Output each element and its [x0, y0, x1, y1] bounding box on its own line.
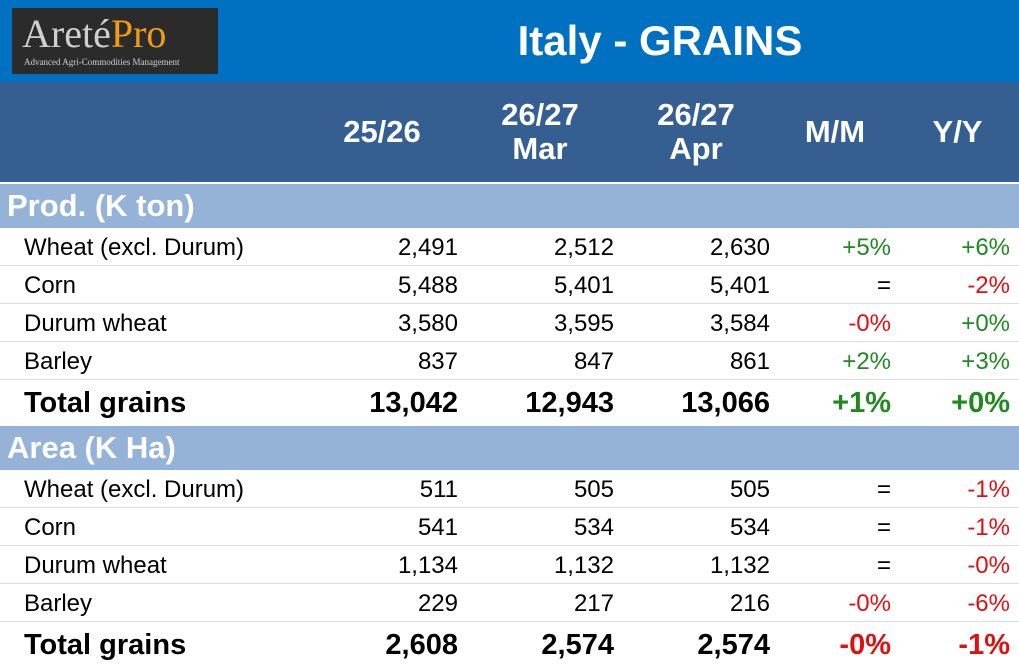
cell-mm: =	[876, 552, 891, 579]
row-label: Corn	[24, 272, 77, 299]
cell-2526: 13,042	[369, 387, 458, 419]
cell-mm: =	[876, 514, 891, 541]
page-title: Italy - GRAINS	[517, 17, 803, 64]
cell-2627-apr: 5,401	[709, 272, 770, 299]
section-header: Prod. (K ton)	[0, 184, 1019, 228]
cell-2627-mar: 5,401	[553, 272, 614, 299]
cell-mm: =	[876, 476, 891, 503]
cell-2627-apr: 1,132	[709, 552, 770, 579]
table-row: Corn 541 534 534 = -1%	[0, 509, 1019, 546]
section-header: Area (K Ha)	[0, 426, 1019, 470]
cell-yy: -2%	[967, 272, 1010, 299]
col-header-2627-mar: 26/27 Mar	[501, 97, 579, 166]
col-header-yy: Y/Y	[932, 114, 983, 149]
cell-2526: 1,134	[397, 552, 458, 579]
table-row: Durum wheat 3,580 3,595 3,584 -0% +0%	[0, 305, 1019, 342]
cell-2627-mar: 2,512	[553, 234, 614, 261]
cell-yy: -0%	[967, 552, 1010, 579]
cell-2627-apr: 861	[729, 348, 770, 375]
column-header-bar: 25/26 26/27 Mar 26/27 Apr M/M Y/Y	[0, 82, 1019, 182]
cell-2526: 2,608	[385, 629, 458, 661]
cell-yy: +6%	[961, 234, 1010, 261]
table-row: Durum wheat 1,134 1,132 1,132 = -0%	[0, 547, 1019, 584]
cell-mm: +2%	[842, 348, 891, 375]
cell-2627-apr: 216	[729, 590, 770, 617]
row-label: Durum wheat	[24, 310, 167, 337]
cell-2627-mar: 1,132	[553, 552, 614, 579]
table-row: Barley 229 217 216 -0% -6%	[0, 585, 1019, 622]
title-bar: AretéPro Advanced Agri-Commodities Manag…	[0, 0, 1019, 82]
cell-2526: 3,580	[397, 310, 458, 337]
cell-2526: 511	[419, 476, 458, 503]
row-label: Corn	[24, 514, 77, 541]
table-row: Barley 837 847 861 +2% +3%	[0, 343, 1019, 380]
cell-2526: 541	[417, 514, 458, 541]
cell-yy: -1%	[958, 629, 1010, 661]
cell-yy: +0%	[961, 310, 1010, 337]
cell-2627-mar: 847	[573, 348, 614, 375]
cell-mm: -0%	[848, 310, 891, 337]
logo-brand-accent: Pro	[110, 11, 167, 56]
total-row: Total grains 13,042 12,943 13,066 +1% +0%	[0, 381, 1019, 425]
cell-2627-mar: 217	[573, 590, 614, 617]
cell-mm: -0%	[839, 629, 891, 661]
cell-2526: 2,491	[397, 234, 458, 261]
cell-mm: -0%	[848, 590, 891, 617]
cell-yy: +3%	[961, 348, 1010, 375]
cell-2627-mar: 505	[573, 476, 614, 503]
col-header-2627-apr: 26/27 Apr	[657, 97, 735, 166]
cell-mm: +1%	[832, 387, 891, 419]
cell-2526: 5,488	[397, 272, 458, 299]
col-header-mm: M/M	[804, 114, 866, 149]
row-label: Durum wheat	[24, 552, 167, 579]
row-label: Wheat (excl. Durum)	[24, 476, 245, 503]
cell-2627-apr: 13,066	[681, 387, 770, 419]
cell-2627-apr: 505	[729, 476, 770, 503]
cell-yy: -6%	[967, 590, 1010, 617]
cell-yy: -1%	[967, 514, 1010, 541]
table-row: Wheat (excl. Durum) 511 505 505 = -1%	[0, 471, 1019, 508]
cell-2627-apr: 3,584	[709, 310, 770, 337]
cell-mm: +5%	[842, 234, 891, 261]
cell-2627-apr: 534	[729, 514, 770, 541]
cell-2627-apr: 2,574	[697, 629, 770, 661]
cell-2627-mar: 3,595	[553, 310, 614, 337]
cell-mm: =	[876, 272, 891, 299]
logo-brand: Areté	[22, 11, 111, 56]
cell-2526: 229	[417, 590, 458, 617]
cell-2627-mar: 534	[573, 514, 614, 541]
logo-wordmark: AretéPro	[22, 12, 166, 56]
table-row: Wheat (excl. Durum) 2,491 2,512 2,630 +5% +6%	[0, 229, 1019, 266]
table-row: Corn 5,488 5,401 5,401 = -2%	[0, 267, 1019, 304]
row-label: Total grains	[24, 629, 187, 661]
logo-tagline: Advanced Agri-Commodities Management	[24, 57, 180, 67]
col-header-2526: 25/26	[343, 114, 421, 149]
cell-2627-mar: 2,574	[541, 629, 614, 661]
cell-2627-mar: 12,943	[525, 387, 614, 419]
arete-pro-logo: AretéPro Advanced Agri-Commodities Manag…	[12, 8, 218, 74]
row-label: Wheat (excl. Durum)	[24, 234, 245, 261]
row-label: Barley	[24, 348, 93, 375]
cell-yy: +0%	[951, 387, 1010, 419]
cell-2526: 837	[417, 348, 458, 375]
row-label: Barley	[24, 590, 93, 617]
cell-2627-apr: 2,630	[709, 234, 770, 261]
row-label: Total grains	[24, 387, 187, 419]
cell-yy: -1%	[967, 476, 1010, 503]
total-row: Total grains 2,608 2,574 2,574 -0% -1%	[0, 623, 1019, 667]
